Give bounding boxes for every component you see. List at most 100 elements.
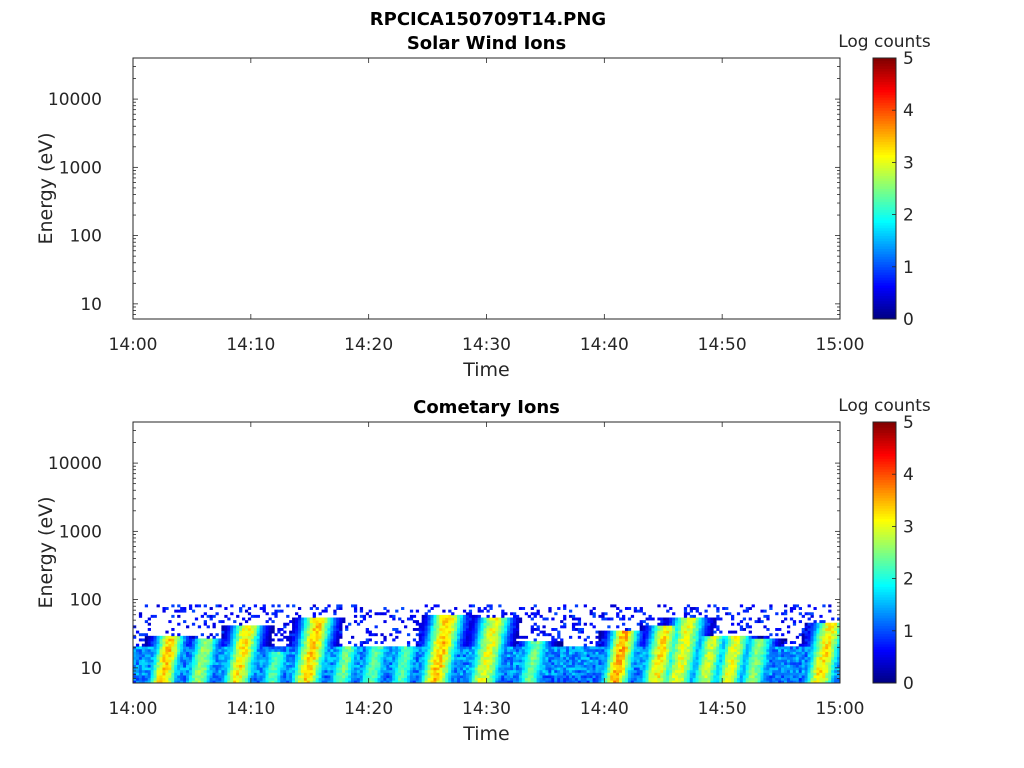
spectrogram-cell bbox=[495, 672, 499, 676]
spectrogram-cell bbox=[769, 672, 773, 676]
spectrogram-cell bbox=[218, 659, 222, 663]
spectrogram-cell bbox=[144, 643, 149, 647]
spectrogram-cell bbox=[253, 680, 258, 684]
spectrogram-cell bbox=[677, 677, 682, 681]
spectrogram-cell bbox=[162, 675, 166, 679]
spectrogram-cell bbox=[359, 662, 364, 665]
spectrogram-cell bbox=[200, 654, 204, 658]
spectrogram-cell bbox=[459, 635, 464, 639]
spectrogram-cell bbox=[348, 669, 352, 673]
spectrogram-cell bbox=[462, 667, 467, 671]
spectrogram-cell bbox=[292, 627, 296, 631]
spectrogram-cell bbox=[465, 677, 470, 681]
spectrogram-cell bbox=[424, 675, 428, 679]
spectrogram-cell bbox=[489, 677, 493, 681]
spectrogram-cell bbox=[731, 651, 735, 655]
spectrogram-cell bbox=[536, 627, 540, 631]
spectrogram-cell bbox=[677, 651, 682, 655]
spectrogram-cell bbox=[680, 635, 685, 639]
spectrogram-cell bbox=[194, 641, 199, 645]
spectrogram-cell bbox=[489, 680, 493, 684]
spectrogram-cell bbox=[648, 680, 652, 684]
spectrogram-cell bbox=[392, 627, 396, 631]
spectrogram-cell bbox=[492, 617, 496, 621]
spectrogram-cell bbox=[515, 654, 520, 658]
spectrogram-cell bbox=[663, 633, 667, 637]
spectrogram-cell bbox=[389, 633, 393, 637]
spectrogram-cell bbox=[736, 638, 741, 642]
spectrogram-cell bbox=[415, 633, 420, 637]
spectrogram-cell bbox=[457, 659, 461, 663]
spectrogram-cell bbox=[698, 641, 702, 645]
spectrogram-cell bbox=[174, 643, 178, 647]
spectrogram-cell bbox=[336, 643, 340, 647]
spectrogram-cell bbox=[389, 659, 393, 663]
spectrogram-cell bbox=[713, 635, 717, 639]
spectrogram-cell bbox=[757, 638, 761, 642]
spectrogram-cell bbox=[701, 627, 705, 631]
spectrogram-cell bbox=[233, 648, 237, 652]
spectrogram-cell bbox=[333, 646, 337, 650]
spectrogram-cell bbox=[309, 664, 313, 668]
spectrogram-cell bbox=[191, 669, 196, 673]
spectrogram-cell bbox=[728, 654, 732, 658]
colorbar-segment bbox=[873, 128, 896, 132]
spectrogram-cell bbox=[448, 635, 452, 639]
spectrogram-cell bbox=[607, 633, 611, 637]
spectrogram-cell bbox=[180, 609, 184, 613]
spectrogram-cell bbox=[177, 662, 181, 665]
spectrogram-cell bbox=[274, 672, 278, 676]
spectrogram-cell bbox=[716, 654, 720, 658]
spectrogram-cell bbox=[295, 633, 299, 637]
spectrogram-cell bbox=[147, 643, 151, 647]
spectrogram-cell bbox=[421, 638, 425, 642]
spectrogram-cell bbox=[748, 651, 752, 655]
spectrogram-cell bbox=[736, 641, 741, 645]
spectrogram-cell bbox=[342, 651, 346, 655]
colorbar-segment bbox=[873, 162, 896, 166]
spectrogram-cell bbox=[654, 648, 658, 652]
spectrogram-cell bbox=[577, 622, 582, 626]
spectrogram-cell bbox=[477, 627, 481, 631]
spectrogram-cell bbox=[763, 646, 767, 650]
spectrogram-cell bbox=[412, 646, 417, 650]
spectrogram-cell bbox=[239, 625, 243, 629]
spectrogram-cell bbox=[312, 677, 316, 681]
spectrogram-cell bbox=[513, 667, 517, 671]
spectrogram-cell bbox=[256, 641, 260, 645]
spectrogram-cell bbox=[507, 669, 511, 673]
spectrogram-cell bbox=[663, 669, 667, 673]
spectrogram-cell bbox=[760, 609, 764, 613]
spectrogram-cell bbox=[451, 675, 455, 679]
spectrogram-cell bbox=[725, 654, 729, 658]
spectrogram-cell bbox=[424, 646, 428, 650]
spectrogram-cell bbox=[324, 672, 328, 676]
spectrogram-cell bbox=[630, 656, 635, 660]
spectrogram-cell bbox=[186, 672, 190, 676]
spectrogram-cell bbox=[504, 630, 508, 634]
spectrogram-cell bbox=[442, 654, 446, 658]
spectrogram-cell bbox=[672, 617, 676, 621]
spectrogram-cell bbox=[230, 633, 234, 637]
spectrogram-cell bbox=[748, 643, 752, 647]
spectrogram-cell bbox=[350, 604, 355, 608]
spectrogram-cell bbox=[507, 635, 511, 639]
spectrogram-cell bbox=[492, 622, 496, 626]
spectrogram-cell bbox=[683, 677, 688, 681]
spectrogram-cell bbox=[486, 677, 490, 681]
spectrogram-cell bbox=[197, 677, 202, 681]
spectrogram-cell bbox=[601, 677, 605, 681]
spectrogram-cell bbox=[492, 659, 496, 663]
spectrogram-cell bbox=[501, 622, 505, 626]
spectrogram-cell bbox=[728, 656, 732, 660]
spectrogram-cell bbox=[274, 633, 278, 637]
spectrogram-cell bbox=[754, 648, 758, 652]
spectrogram-cell bbox=[530, 664, 534, 668]
spectrogram-cell bbox=[133, 654, 137, 658]
spectrogram-cell bbox=[666, 654, 670, 658]
spectrogram-cell bbox=[622, 622, 626, 626]
spectrogram-cell bbox=[465, 680, 470, 684]
spectrogram-cell bbox=[356, 664, 361, 668]
spectrogram-cell bbox=[560, 620, 564, 624]
spectrogram-cell bbox=[389, 654, 393, 658]
